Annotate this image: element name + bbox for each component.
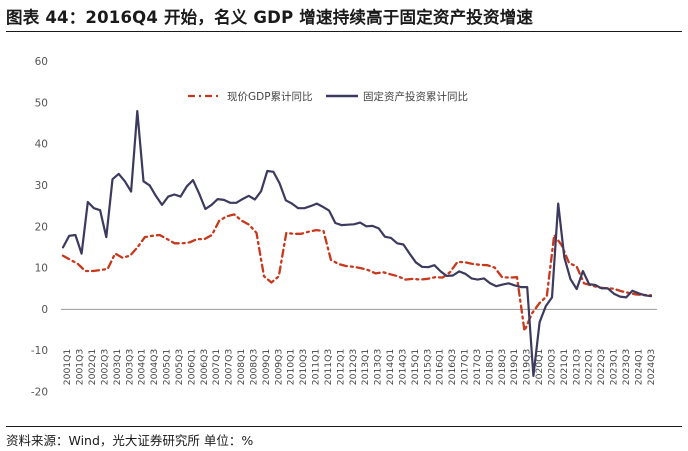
x-tick-label: 2009Q1 — [261, 349, 272, 385]
series-line-fai — [61, 110, 653, 377]
x-tick-label: 2008Q1 — [236, 349, 247, 385]
y-axis: -20 -10 0 10 20 30 40 50 60 — [31, 56, 48, 399]
legend: 现价GDP累计同比 固定资产投资累计同比 — [188, 90, 468, 103]
x-tick-label: 2001Q1 — [62, 349, 73, 385]
x-tick-label: 2014Q3 — [397, 349, 408, 386]
x-tick-label: 2016Q3 — [447, 349, 458, 386]
x-tick-label: 2014Q1 — [385, 349, 396, 385]
y-tick-label: 30 — [35, 180, 48, 192]
x-tick-label: 2021Q1 — [559, 349, 570, 385]
x-tick-label: 2023Q1 — [609, 349, 620, 385]
x-tick-label: 2012Q1 — [335, 349, 346, 385]
x-tick-label: 2016Q1 — [435, 349, 446, 385]
x-tick-label: 2002Q1 — [87, 349, 98, 385]
x-tick-label: 2023Q3 — [621, 349, 632, 386]
x-tick-label: 2018Q1 — [484, 349, 495, 385]
x-tick-label: 2015Q3 — [422, 349, 433, 386]
x-tick-label: 2007Q1 — [211, 349, 222, 385]
legend-label-fai: 固定资产投资累计同比 — [363, 90, 468, 103]
footer-divider — [6, 426, 682, 427]
y-tick-label: -20 — [31, 387, 48, 399]
title-divider — [6, 31, 682, 32]
y-tick-label: 10 — [35, 263, 48, 275]
x-tick-label: 2024Q1 — [633, 349, 644, 385]
x-tick-label: 2021Q3 — [571, 349, 582, 386]
x-tick-label: 2003Q3 — [124, 349, 135, 386]
x-tick-label: 2010Q1 — [286, 349, 297, 385]
legend-label-gdp: 现价GDP累计同比 — [227, 90, 313, 103]
x-tick-label: 2009Q3 — [273, 349, 284, 386]
x-tick-label: 2022Q1 — [584, 349, 595, 385]
x-tick-label: 2013Q1 — [360, 349, 371, 385]
x-tick-label: 2019Q3 — [522, 349, 533, 386]
x-tick-label: 2017Q3 — [472, 349, 483, 386]
y-tick-label: 50 — [35, 97, 48, 109]
x-tick-label: 2001Q3 — [75, 349, 86, 386]
x-tick-label: 2017Q1 — [460, 349, 471, 385]
x-tick-label: 2007Q3 — [224, 349, 235, 386]
series-line-gdp — [61, 213, 653, 333]
x-tick-label: 2006Q3 — [199, 349, 210, 386]
x-tick-label: 2004Q1 — [137, 349, 148, 385]
x-tick-label: 2011Q1 — [311, 349, 322, 385]
y-tick-label: -10 — [31, 345, 48, 357]
x-tick-label: 2006Q1 — [186, 349, 197, 385]
x-tick-label: 2022Q3 — [596, 349, 607, 386]
x-axis: 2001Q1 2001Q3 2002Q1 2002Q3 2003Q1 2003Q3 2004… — [62, 349, 657, 386]
x-tick-label: 2024Q3 — [646, 349, 657, 386]
x-tick-label: 2003Q1 — [112, 349, 123, 385]
x-tick-label: 2002Q3 — [99, 349, 110, 386]
x-tick-label: 2015Q1 — [410, 349, 421, 385]
x-tick-label: 2005Q3 — [174, 349, 185, 386]
series-lines — [61, 110, 653, 377]
x-tick-label: 2008Q3 — [248, 349, 259, 386]
x-tick-label: 2019Q1 — [509, 349, 520, 385]
source-note: 资料来源：Wind，光大证券研究所 单位：% — [6, 433, 254, 448]
x-tick-label: 2020Q1 — [534, 349, 545, 385]
x-tick-label: 2011Q3 — [323, 349, 334, 386]
x-tick-label: 2013Q3 — [373, 349, 384, 386]
y-tick-label: 0 — [41, 304, 48, 316]
x-tick-label: 2018Q3 — [497, 349, 508, 386]
y-tick-label: 40 — [35, 139, 48, 151]
y-tick-label: 60 — [35, 56, 48, 68]
x-tick-label: 2005Q1 — [162, 349, 173, 385]
x-tick-label: 2004Q3 — [149, 349, 160, 386]
x-tick-label: 2020Q3 — [546, 349, 557, 386]
y-tick-label: 20 — [35, 221, 48, 233]
x-tick-label: 2010Q3 — [298, 349, 309, 386]
x-tick-label: 2012Q3 — [348, 349, 359, 386]
page-title: 图表 44：2016Q4 开始，名义 GDP 增速持续高于固定资产投资增速 — [6, 8, 534, 27]
